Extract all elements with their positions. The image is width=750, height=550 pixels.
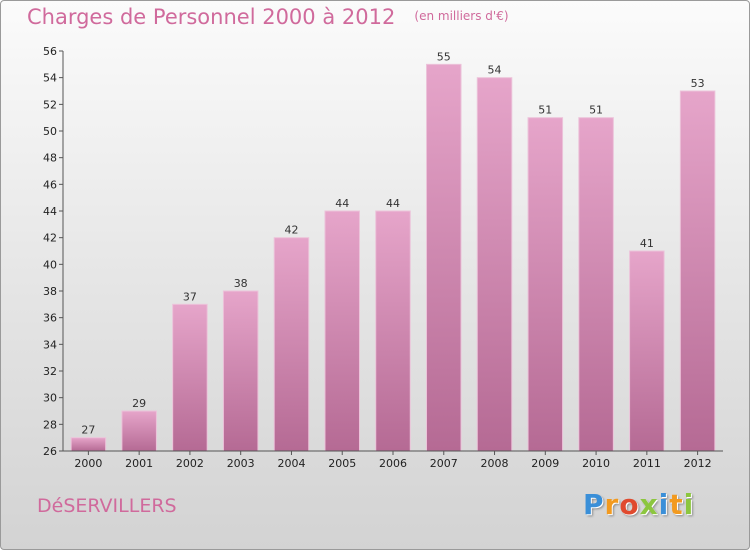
bar-2011 xyxy=(629,250,665,452)
bar-2001 xyxy=(121,410,157,452)
bar-2010 xyxy=(578,117,614,452)
title-row: Charges de Personnel 2000 à 2012 (en mil… xyxy=(27,5,509,29)
data-label-2009: 51 xyxy=(538,104,552,117)
bar-2002 xyxy=(172,303,208,452)
data-label-2011: 41 xyxy=(640,237,654,250)
x-tick-label-2002: 2002 xyxy=(176,457,204,470)
bar-2008 xyxy=(476,77,513,452)
data-label-2007: 55 xyxy=(437,50,451,63)
x-tick-label-2009: 2009 xyxy=(531,457,559,470)
chart-title: Charges de Personnel 2000 à 2012 xyxy=(27,5,396,29)
x-tick-label-2006: 2006 xyxy=(379,457,407,470)
bar-2004 xyxy=(273,237,310,452)
logo-letter: P xyxy=(583,488,605,521)
y-tick-label: 32 xyxy=(43,365,57,378)
x-tick-label-2004: 2004 xyxy=(277,457,305,470)
bar-2007 xyxy=(426,63,462,452)
bar-2000 xyxy=(70,437,107,452)
bar-2006 xyxy=(375,210,411,452)
data-label-2004: 42 xyxy=(284,224,298,237)
data-label-2000: 27 xyxy=(81,424,95,437)
data-label-2006: 44 xyxy=(386,197,400,210)
logo-letter: x xyxy=(639,488,659,521)
y-tick-label: 38 xyxy=(43,285,57,298)
logo-letter: i xyxy=(658,488,670,521)
y-tick-label: 42 xyxy=(43,232,57,245)
x-tick-label-2008: 2008 xyxy=(481,457,509,470)
y-tick-label: 26 xyxy=(43,445,57,458)
data-label-2005: 44 xyxy=(335,197,349,210)
commune-name: DéSERVILLERS xyxy=(37,495,177,517)
x-tick-label-2001: 2001 xyxy=(125,457,153,470)
y-tick-label: 30 xyxy=(43,392,57,405)
chart-subtitle: (en milliers d'€) xyxy=(414,9,509,23)
y-axis: 26 28 30 32 34 36 38 40 42 44 46 48 50 52 54 56 xyxy=(43,45,64,458)
proxiti-logo: Proxiti xyxy=(583,488,694,521)
y-tick-label: 46 xyxy=(43,178,57,191)
x-tick-label-2012: 2012 xyxy=(684,457,712,470)
y-tick-label: 40 xyxy=(43,258,57,271)
data-label-2012: 53 xyxy=(691,77,705,90)
y-tick-label: 34 xyxy=(43,338,57,351)
x-tick-label-2005: 2005 xyxy=(328,457,356,470)
bars: 27 29 37 38 42 44 44 55 54 51 51 41 53 xyxy=(70,50,716,452)
bar-2003 xyxy=(222,290,259,452)
y-tick-label: 48 xyxy=(43,152,57,165)
y-tick-label: 28 xyxy=(43,418,57,431)
bar-2005 xyxy=(324,210,360,452)
data-label-2002: 37 xyxy=(183,290,197,303)
data-label-2003: 38 xyxy=(234,277,248,290)
logo-letter: t xyxy=(669,488,684,521)
x-tick-label-2010: 2010 xyxy=(582,457,610,470)
x-tick-label-2000: 2000 xyxy=(74,457,102,470)
y-tick-label: 52 xyxy=(43,98,57,111)
data-label-2008: 54 xyxy=(488,64,502,77)
logo-letter: r xyxy=(604,488,620,521)
y-tick-label: 36 xyxy=(43,312,57,325)
y-tick-label: 44 xyxy=(43,205,57,218)
x-tick-label-2003: 2003 xyxy=(227,457,255,470)
logo-letter: i xyxy=(683,488,695,521)
x-tick-label-2011: 2011 xyxy=(633,457,661,470)
x-axis: 2000 2001 2002 2003 2004 2005 2006 2007 2008 2009… xyxy=(63,450,723,470)
x-tick-label-2007: 2007 xyxy=(430,457,458,470)
bar-2009 xyxy=(527,117,564,452)
data-label-2001: 29 xyxy=(132,397,146,410)
y-tick-label: 56 xyxy=(43,45,57,58)
bar-2012 xyxy=(679,90,716,452)
logo-letter: o xyxy=(619,488,640,521)
y-tick-label: 54 xyxy=(43,72,57,85)
y-tick-label: 50 xyxy=(43,125,57,138)
data-label-2010: 51 xyxy=(589,104,603,117)
